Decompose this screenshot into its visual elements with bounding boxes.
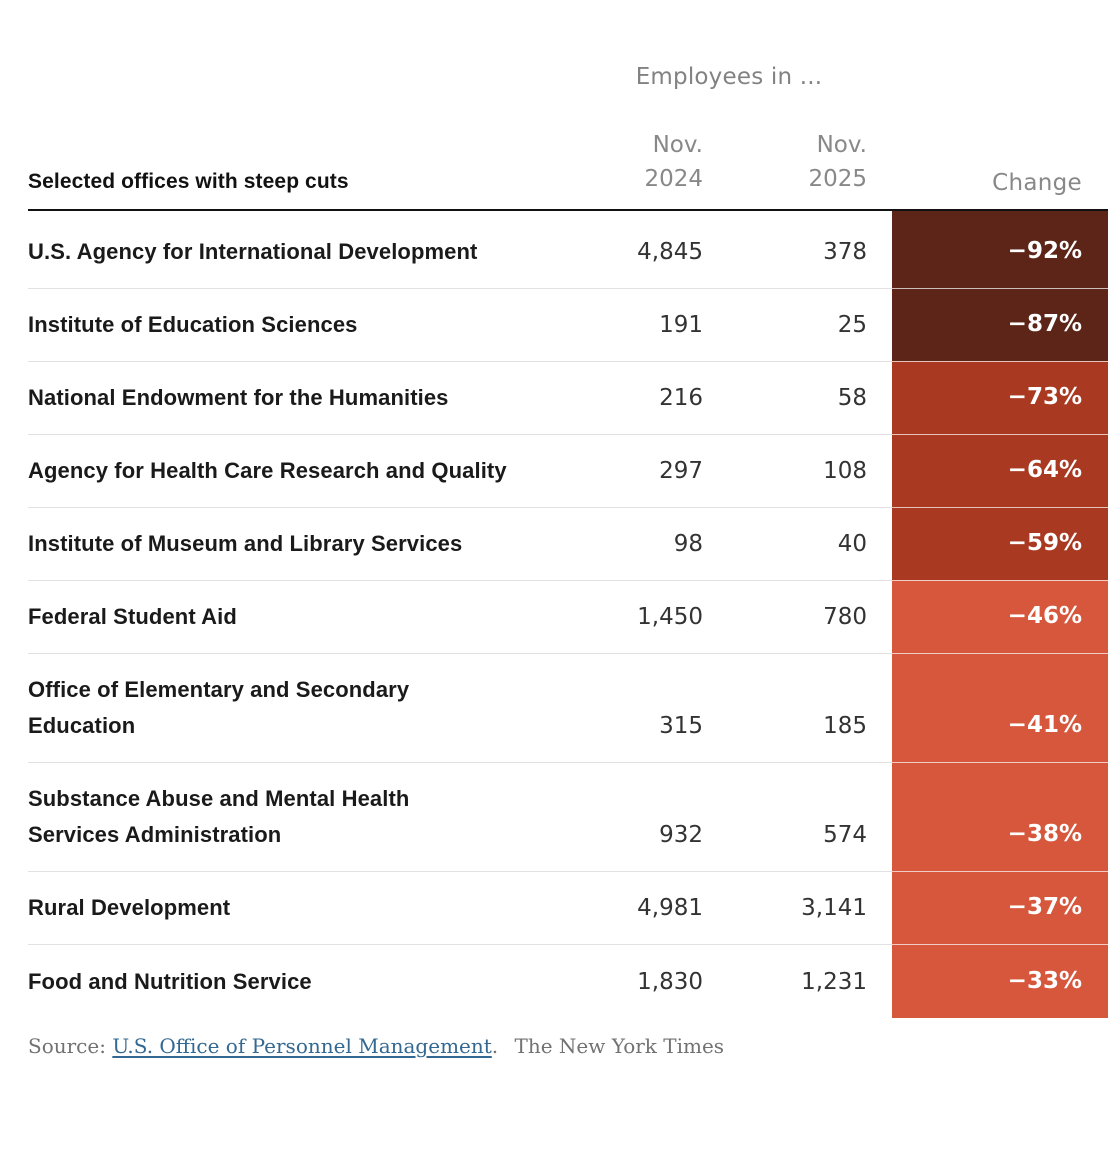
table-row: Institute of Education Sciences 191 25 −… <box>28 288 1108 361</box>
change-value: −37% <box>1007 894 1082 920</box>
change-value: −92% <box>1007 238 1082 264</box>
employees-2025-value: 108 <box>823 458 867 484</box>
column-header-row: Selected offices with steep cuts Nov. 20… <box>28 128 1108 211</box>
employees-2024-value: 1,830 <box>637 969 703 995</box>
change-cell: −41% <box>892 653 1108 762</box>
change-value: −46% <box>1007 603 1082 629</box>
col-header-nov-2024: Nov. 2024 <box>644 132 703 192</box>
change-value: −59% <box>1007 530 1082 556</box>
change-cell: −33% <box>892 944 1108 1018</box>
employees-in-group-header: Employees in ... <box>635 64 823 90</box>
employees-2024-value: 932 <box>659 822 703 848</box>
change-cell: −38% <box>892 762 1108 871</box>
employees-2025-value: 25 <box>837 312 867 338</box>
change-cell: −46% <box>892 580 1108 653</box>
table-row: National Endowment for the Humanities 21… <box>28 361 1108 434</box>
change-cell: −87% <box>892 288 1108 361</box>
employees-2024-value: 191 <box>659 312 703 338</box>
change-cell: −37% <box>892 871 1108 944</box>
employees-2024-value: 216 <box>659 385 703 411</box>
change-value: −41% <box>1007 712 1082 738</box>
offices-column-header: Selected offices with steep cuts <box>28 170 349 193</box>
table-row: Agency for Health Care Research and Qual… <box>28 434 1108 507</box>
table-row: Rural Development 4,981 3,141 −37% <box>28 871 1108 944</box>
office-name: Institute of Education Sciences <box>28 312 358 337</box>
table-row: Food and Nutrition Service 1,830 1,231 −… <box>28 944 1108 1018</box>
change-cell: −73% <box>892 361 1108 434</box>
employees-2025-value: 1,231 <box>801 969 867 995</box>
employees-2025-value: 40 <box>837 531 867 557</box>
office-name: Substance Abuse and Mental Health Servic… <box>28 786 410 847</box>
table-row: Substance Abuse and Mental Health Servic… <box>28 762 1108 871</box>
change-value: −87% <box>1007 311 1082 337</box>
office-name: National Endowment for the Humanities <box>28 385 449 410</box>
employees-2024-value: 98 <box>673 531 703 557</box>
office-name: Agency for Health Care Research and Qual… <box>28 458 507 483</box>
table-graphic: Employees in ... Selected offices with s… <box>28 64 1108 1058</box>
col-header-nov-2025: Nov. 2025 <box>808 132 867 192</box>
change-cell: −59% <box>892 507 1108 580</box>
office-name: U.S. Agency for International Developmen… <box>28 239 478 264</box>
employees-2024-value: 297 <box>659 458 703 484</box>
employees-2025-value: 3,141 <box>801 895 867 921</box>
employees-2025-value: 780 <box>823 604 867 630</box>
group-header-wrap: Employees in ... <box>28 64 1108 92</box>
source-link[interactable]: U.S. Office of Personnel Management <box>112 1034 492 1058</box>
employees-2024-value: 4,981 <box>637 895 703 921</box>
credit-text: The New York Times <box>514 1034 725 1058</box>
table-row: Federal Student Aid 1,450 780 −46% <box>28 580 1108 653</box>
office-name: Institute of Museum and Library Services <box>28 531 463 556</box>
employees-2025-value: 58 <box>837 385 867 411</box>
table-row: U.S. Agency for International Developmen… <box>28 211 1108 288</box>
change-value: −73% <box>1007 384 1082 410</box>
source-line: Source: U.S. Office of Personnel Managem… <box>28 1034 1108 1058</box>
employees-2025-value: 574 <box>823 822 867 848</box>
change-cell: −92% <box>892 211 1108 288</box>
change-value: −38% <box>1007 821 1082 847</box>
change-value: −33% <box>1007 968 1082 994</box>
office-name: Federal Student Aid <box>28 604 237 629</box>
table-row: Office of Elementary and Secondary Educa… <box>28 653 1108 762</box>
change-cell: −64% <box>892 434 1108 507</box>
source-period: . <box>491 1034 499 1058</box>
employees-2024-value: 1,450 <box>637 604 703 630</box>
table-row: Institute of Museum and Library Services… <box>28 507 1108 580</box>
source-label: Source: <box>28 1034 106 1058</box>
employees-2025-value: 378 <box>823 239 867 265</box>
change-value: −64% <box>1007 457 1082 483</box>
office-name: Food and Nutrition Service <box>28 969 312 994</box>
employees-2025-value: 185 <box>823 713 867 739</box>
change-column-header: Change <box>992 170 1082 196</box>
employees-2024-value: 315 <box>659 713 703 739</box>
office-name: Office of Elementary and Secondary Educa… <box>28 677 410 738</box>
office-name: Rural Development <box>28 895 231 920</box>
employees-2024-value: 4,845 <box>637 239 703 265</box>
